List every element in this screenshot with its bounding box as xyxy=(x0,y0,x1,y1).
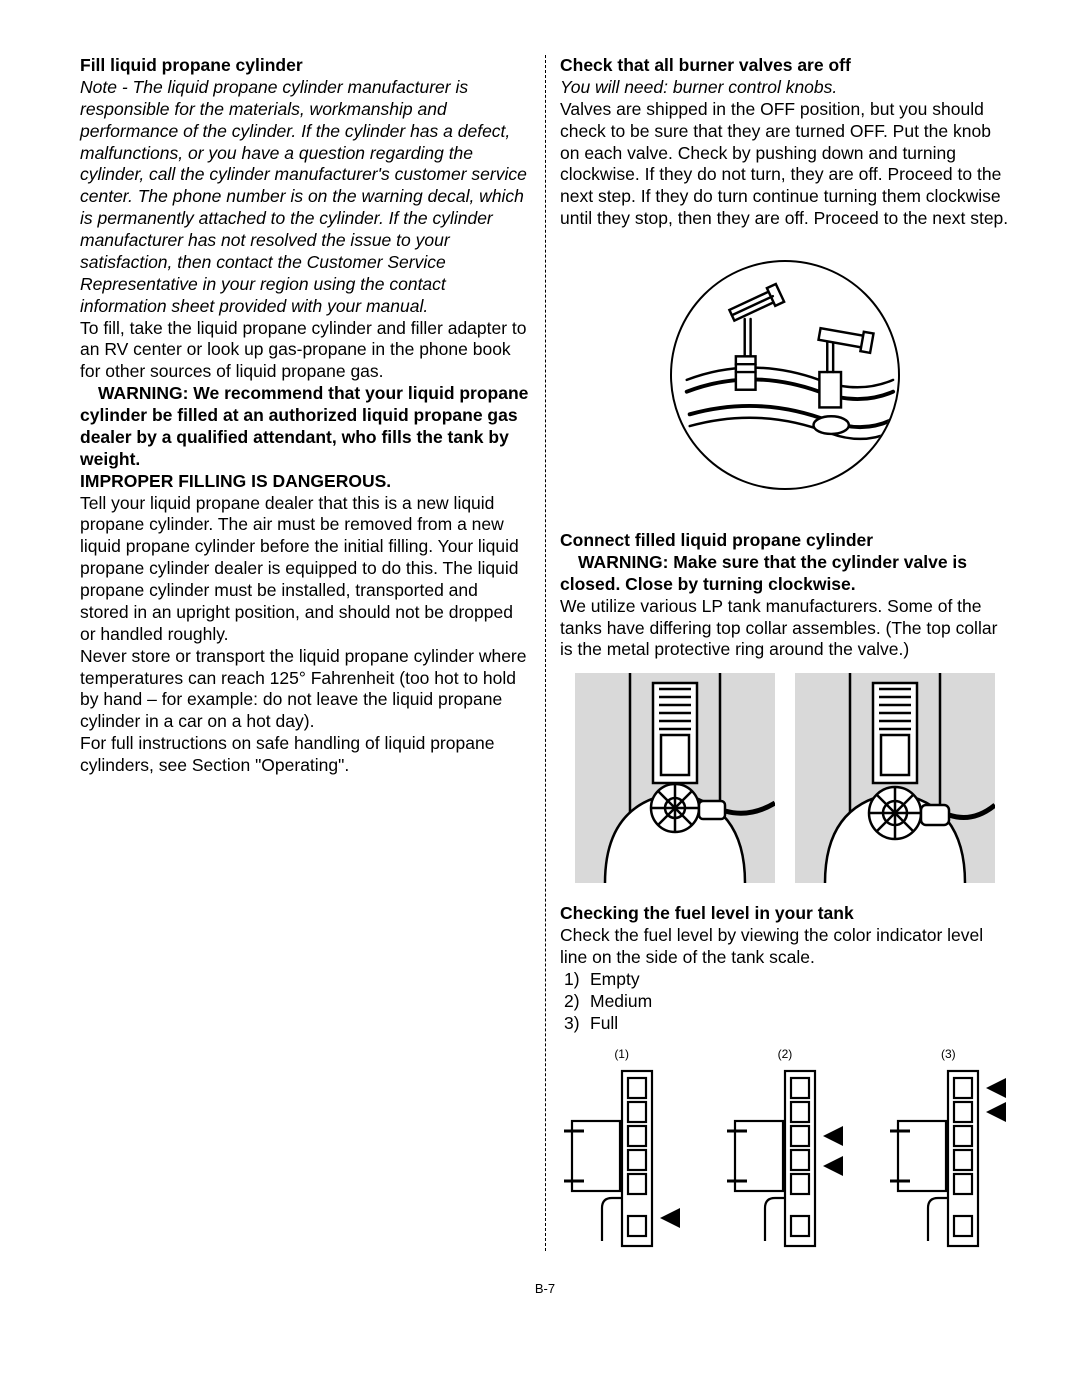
gauge-2: (2) xyxy=(725,1047,845,1251)
para-to-fill: To fill, take the liquid propane cylinde… xyxy=(80,318,530,384)
gauge-1: (1) xyxy=(562,1047,682,1251)
figure-tank-collars xyxy=(560,673,1010,883)
figure-valve-knobs xyxy=(670,260,900,490)
warning-fill-authorized: WARNING: We recommend that your liquid p… xyxy=(80,383,530,471)
tank-illustration-b xyxy=(795,673,995,883)
level-item-2: 2)Medium xyxy=(560,991,1010,1013)
warning-cylinder-valve-closed: WARNING: Make sure that the cylinder val… xyxy=(560,552,1010,596)
manual-page: Fill liquid propane cylinder Note - The … xyxy=(0,0,1080,1336)
gauge-3: (3) xyxy=(888,1047,1008,1251)
two-column-layout: Fill liquid propane cylinder Note - The … xyxy=(80,55,1010,1251)
figure-fuel-gauges: (1) xyxy=(560,1047,1010,1251)
tank-illustration-a xyxy=(575,673,775,883)
para-check-fuel: Check the fuel level by viewing the colo… xyxy=(560,925,1010,969)
heading-check-valves: Check that all burner valves are off xyxy=(560,55,851,75)
column-divider xyxy=(545,55,546,1251)
you-will-need: You will need: burner control knobs. xyxy=(560,77,1010,99)
level-item-1: 1)Empty xyxy=(560,969,1010,991)
left-column: Fill liquid propane cylinder Note - The … xyxy=(80,55,530,1251)
heading-fill-cylinder: Fill liquid propane cylinder xyxy=(80,55,303,75)
warning-improper-filling: IMPROPER FILLING IS DANGEROUS. xyxy=(80,471,530,493)
heading-check-fuel-level: Checking the fuel level in your tank xyxy=(560,903,854,923)
para-valves-shipped: Valves are shipped in the OFF position, … xyxy=(560,99,1010,230)
right-column: Check that all burner valves are off You… xyxy=(560,55,1010,1251)
para-lp-manufacturers: We utilize various LP tank manufacturers… xyxy=(560,596,1010,662)
para-tell-dealer: Tell your liquid propane dealer that thi… xyxy=(80,493,530,646)
page-number: B-7 xyxy=(80,1281,1010,1296)
para-full-instructions: For full instructions on safe handling o… xyxy=(80,733,530,777)
level-item-3: 3)Full xyxy=(560,1013,1010,1035)
note-manufacturer: Note - The liquid propane cylinder manuf… xyxy=(80,77,530,318)
para-never-store: Never store or transport the liquid prop… xyxy=(80,646,530,734)
heading-connect-cylinder: Connect filled liquid propane cylinder xyxy=(560,530,873,550)
